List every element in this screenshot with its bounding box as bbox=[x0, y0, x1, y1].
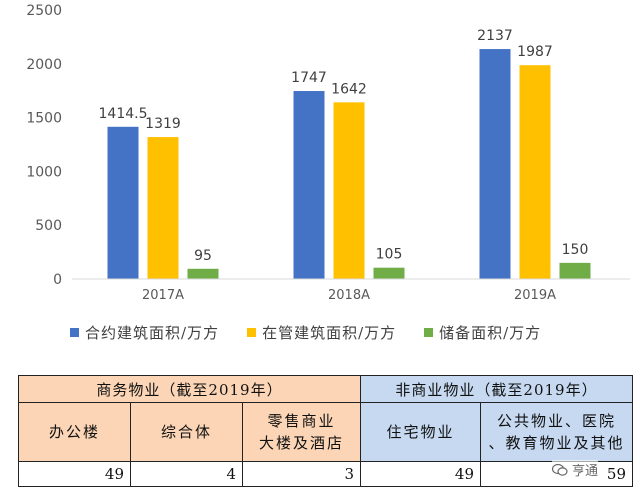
category-residential: 住宅物业 bbox=[360, 402, 482, 462]
bar bbox=[373, 267, 405, 279]
category-office-label: 办公楼 bbox=[48, 423, 100, 441]
x-tick-label: 2019A bbox=[514, 288, 556, 303]
legend-label-contract: 合约建筑面积/万方 bbox=[85, 324, 220, 342]
data-label: 1319 bbox=[145, 116, 181, 132]
category-office: 办公楼 bbox=[18, 402, 131, 462]
y-tick-label: 2500 bbox=[26, 3, 62, 19]
y-tick-label: 1500 bbox=[26, 111, 62, 127]
legend-item-managed: 在管建筑面积/万方 bbox=[247, 322, 396, 343]
legend-swatch-managed bbox=[247, 328, 257, 337]
bar bbox=[107, 126, 139, 279]
data-label: 1414.5 bbox=[99, 106, 148, 122]
watermark: 亨通 bbox=[552, 460, 599, 479]
y-tick-label: 2000 bbox=[26, 57, 62, 73]
category-retail-line1: 零售商业 bbox=[267, 412, 336, 430]
data-label: 1747 bbox=[291, 70, 327, 86]
x-axis: 2017A 2018A 2019A bbox=[72, 278, 630, 303]
legend-item-contract: 合约建筑面积/万方 bbox=[70, 322, 219, 343]
data-label: 2137 bbox=[477, 28, 513, 44]
value-residential: 49 bbox=[360, 461, 482, 487]
commercial-header: 商务物业（截至2019年） bbox=[17, 375, 362, 403]
category-residential-label: 住宅物业 bbox=[386, 423, 455, 441]
category-complex: 综合体 bbox=[130, 402, 243, 462]
data-label: 95 bbox=[194, 248, 212, 264]
x-tick-label: 2018A bbox=[328, 288, 370, 303]
table-value-row: 49 4 3 49 59 bbox=[18, 461, 634, 487]
table-category-row: 办公楼 综合体 零售商业 大楼及酒店 住宅物业 公共物业、医院 、教育物业及其他 bbox=[18, 402, 634, 462]
property-summary-table: 商务物业（截至2019年） 非商业物业（截至2019年） 办公楼 综合体 零售商… bbox=[17, 375, 634, 487]
y-tick-label: 1000 bbox=[26, 164, 62, 180]
bar bbox=[147, 137, 179, 279]
value-complex: 4 bbox=[130, 461, 243, 487]
bars-group bbox=[107, 49, 591, 280]
x-tick-label: 2017A bbox=[142, 288, 184, 303]
legend: 合约建筑面积/万方 在管建筑面积/万方 储备面积/万方 bbox=[70, 322, 630, 343]
noncommercial-header: 非商业物业（截至2019年） bbox=[360, 375, 634, 403]
data-label: 150 bbox=[562, 242, 589, 258]
category-retail-line2: 大楼及酒店 bbox=[259, 434, 345, 452]
category-public-other: 公共物业、医院 、教育物业及其他 bbox=[480, 402, 634, 462]
data-label: 1642 bbox=[331, 81, 367, 97]
value-retail-hotel: 3 bbox=[241, 461, 362, 487]
wechat-icon bbox=[552, 463, 568, 476]
bar bbox=[333, 102, 365, 279]
y-tick-label: 0 bbox=[53, 272, 62, 288]
category-retail-hotel: 零售商业 大楼及酒店 bbox=[241, 402, 362, 462]
watermark-text: 亨通 bbox=[572, 464, 599, 479]
table-header-row: 商务物业（截至2019年） 非商业物业（截至2019年） bbox=[17, 375, 634, 403]
bar bbox=[187, 268, 219, 279]
category-public-line1: 公共物业、医院 bbox=[497, 412, 617, 430]
bar bbox=[479, 49, 511, 279]
legend-item-reserve: 储备面积/万方 bbox=[424, 322, 541, 343]
legend-label-reserve: 储备面积/万方 bbox=[439, 324, 542, 342]
legend-swatch-contract bbox=[70, 328, 79, 337]
legend-swatch-reserve bbox=[424, 328, 434, 337]
legend-label-managed: 在管建筑面积/万方 bbox=[262, 324, 397, 342]
y-axis: 0 500 1000 1500 2000 2500 bbox=[26, 3, 62, 288]
category-complex-label: 综合体 bbox=[160, 423, 212, 441]
category-public-line2: 、教育物业及其他 bbox=[488, 434, 625, 452]
y-tick-label: 500 bbox=[35, 218, 62, 234]
bar bbox=[559, 262, 591, 279]
bar bbox=[519, 65, 551, 280]
bar bbox=[293, 91, 325, 279]
data-label: 1987 bbox=[517, 44, 553, 60]
data-label: 105 bbox=[376, 247, 403, 263]
value-office: 49 bbox=[18, 461, 131, 487]
